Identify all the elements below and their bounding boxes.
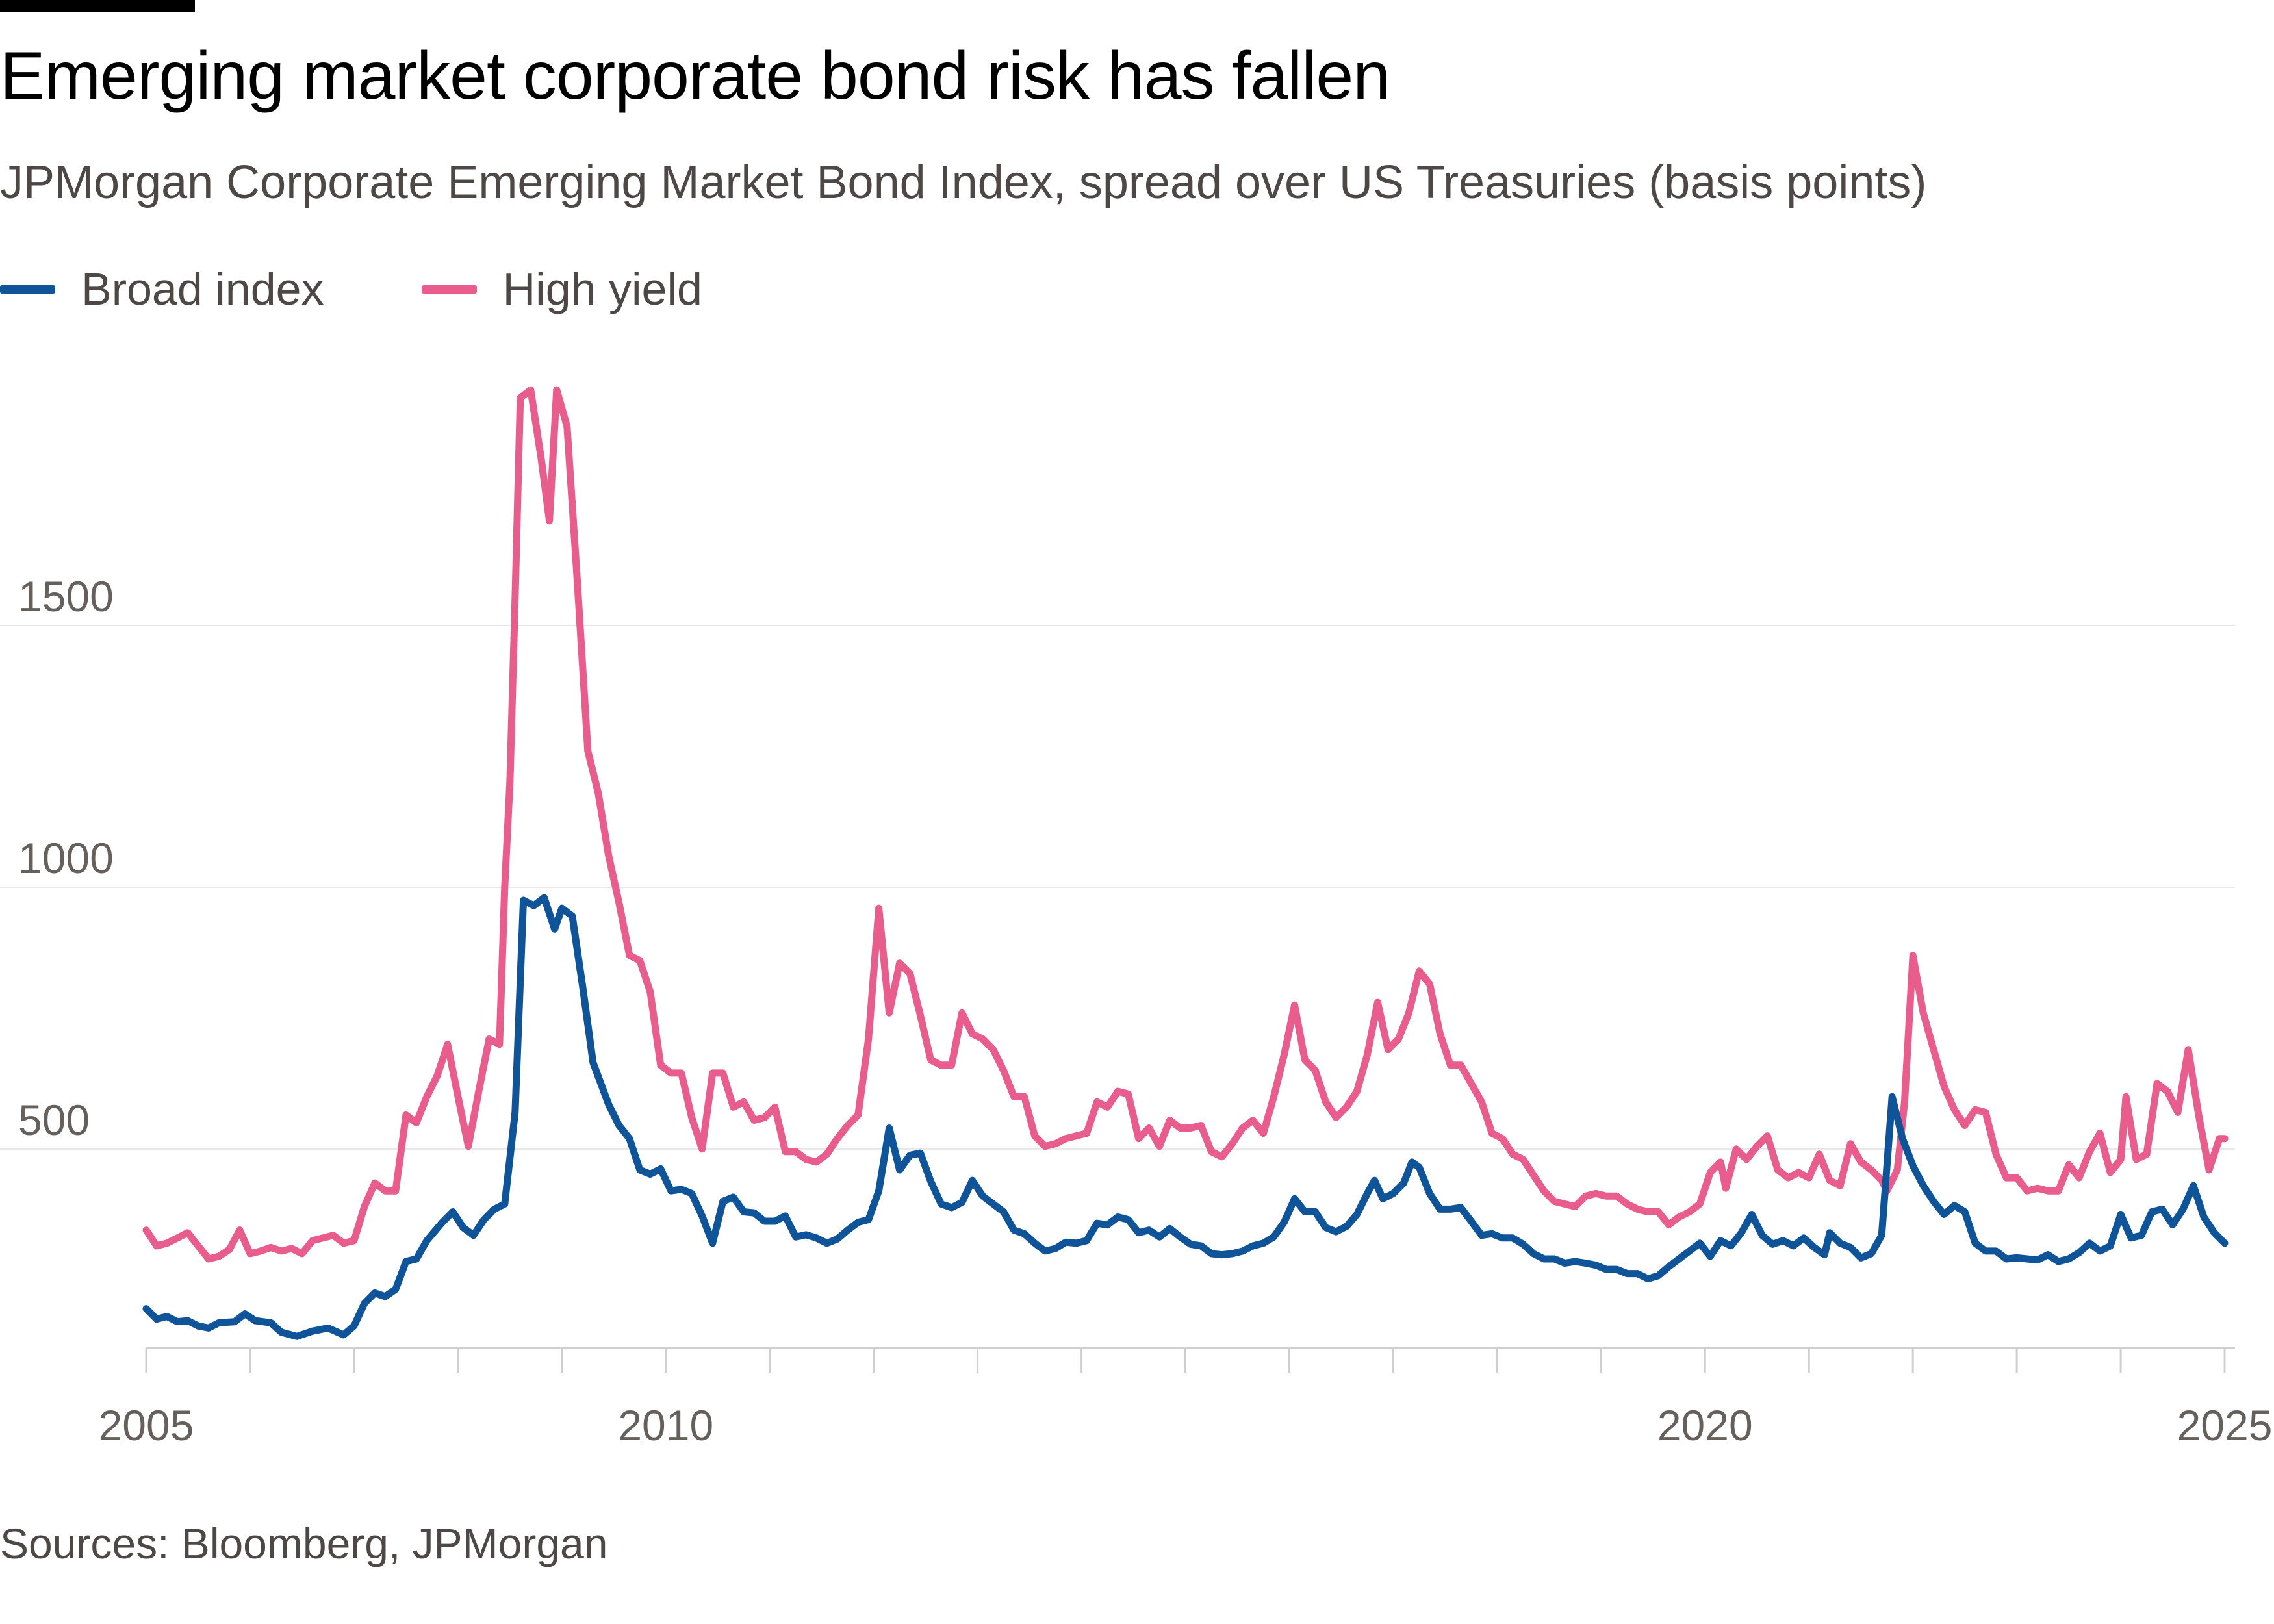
x-tick-label-2020: 2020 bbox=[1657, 1401, 1753, 1449]
legend-item-broad-index: Broad index bbox=[0, 263, 324, 315]
x-axis: 2005 2010 2020 2025 bbox=[99, 1347, 2273, 1449]
brand-top-bar bbox=[0, 0, 195, 12]
x-tick-label-2025: 2025 bbox=[2177, 1401, 2273, 1449]
series-line-broad-index bbox=[142, 894, 2229, 1340]
y-axis-tick-labels: 500 1000 1500 bbox=[18, 572, 114, 1144]
x-tick-label-2010: 2010 bbox=[618, 1401, 713, 1449]
legend-label-high-yield: High yield bbox=[502, 264, 702, 314]
series-lines bbox=[142, 386, 2229, 1340]
legend-item-high-yield: High yield bbox=[421, 263, 702, 315]
chart-title: Emerging market corporate bond risk has … bbox=[0, 38, 1390, 114]
source-note: Sources: Bloomberg, JPMorgan bbox=[0, 1519, 608, 1567]
series-line-high-yield bbox=[142, 386, 2229, 1263]
chart-subtitle: JPMorgan Corporate Emerging Market Bond … bbox=[0, 157, 1927, 209]
x-tick-label-2005: 2005 bbox=[99, 1401, 194, 1449]
legend-swatch-high-yield bbox=[421, 285, 477, 294]
gridlines bbox=[0, 624, 2235, 1150]
y-tick-label-1500: 1500 bbox=[18, 572, 114, 620]
legend-label-broad-index: Broad index bbox=[81, 264, 324, 314]
legend-swatch-broad-index bbox=[0, 285, 55, 294]
y-tick-label-500: 500 bbox=[18, 1096, 90, 1144]
y-tick-label-1000: 1000 bbox=[18, 834, 114, 882]
legend: Broad index High yield bbox=[0, 260, 800, 318]
